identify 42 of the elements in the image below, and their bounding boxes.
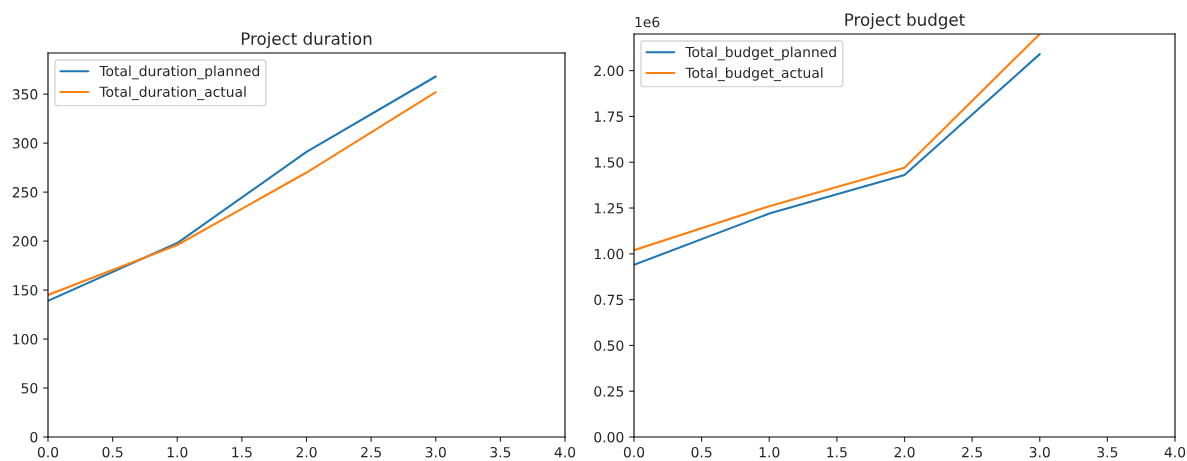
text: 1e6 (635, 16, 660, 28)
legend-label: Total_duration_planned (99, 65, 260, 80)
x-tick-label: 3.5 (490, 446, 511, 458)
x-tick-label: 2.5 (361, 446, 381, 458)
y-tick-label: 0.25 (594, 386, 624, 397)
y-tick-label: 0.75 (594, 294, 624, 306)
x-tick-label: 3.0 (1029, 446, 1050, 458)
y-tick-label: 250 (12, 187, 38, 198)
y-tick-label: 2.00 (594, 65, 624, 77)
x-tick-label: 2.0 (296, 446, 317, 458)
x-tick-label: 3.0 (425, 446, 446, 458)
chart-title: Project duration (241, 32, 372, 49)
x-tick-label: 0.0 (623, 446, 645, 458)
y-tick-label: 1.75 (594, 111, 624, 122)
y-tick-label: 0.00 (594, 431, 624, 443)
y-tick-label: 0.50 (594, 340, 624, 351)
legend-label: Total_budget_actual (685, 67, 823, 82)
y-tick-label: 1.50 (594, 157, 624, 168)
y-tick-label: 1.00 (594, 248, 624, 260)
x-tick-label: 1.0 (759, 446, 780, 458)
y-tick-label: 150 (13, 285, 38, 296)
x-tick-label: 2.0 (894, 446, 915, 458)
y-tick-label: 200 (12, 236, 38, 247)
x-tick-label: 0.0 (37, 446, 59, 458)
x-tick-label: 1.5 (827, 447, 847, 458)
x-tick-label: 2.5 (962, 446, 982, 458)
x-tick-label: 4.0 (554, 446, 576, 458)
legend-label: Total_budget_planned (685, 46, 836, 61)
x-tick-label: 1.0 (167, 446, 188, 458)
legend-label: Total_duration_actual (99, 86, 246, 101)
x-tick-label: 3.5 (1097, 446, 1118, 458)
x-tick-label: 0.5 (102, 446, 123, 458)
y-tick-label: 100 (13, 334, 38, 345)
y-tick-label: 300 (12, 138, 38, 149)
y-tick-label: 1.25 (594, 202, 624, 214)
x-tick-label: 0.5 (691, 446, 712, 458)
y-tick-label: 0 (30, 431, 38, 443)
x-tick-label: 4.0 (1164, 446, 1186, 458)
x-tick-label: 1.5 (232, 447, 252, 458)
chart-title: Project budget (845, 13, 965, 30)
y-tick-label: 50 (21, 382, 38, 394)
y-tick-label: 350 (12, 89, 38, 100)
